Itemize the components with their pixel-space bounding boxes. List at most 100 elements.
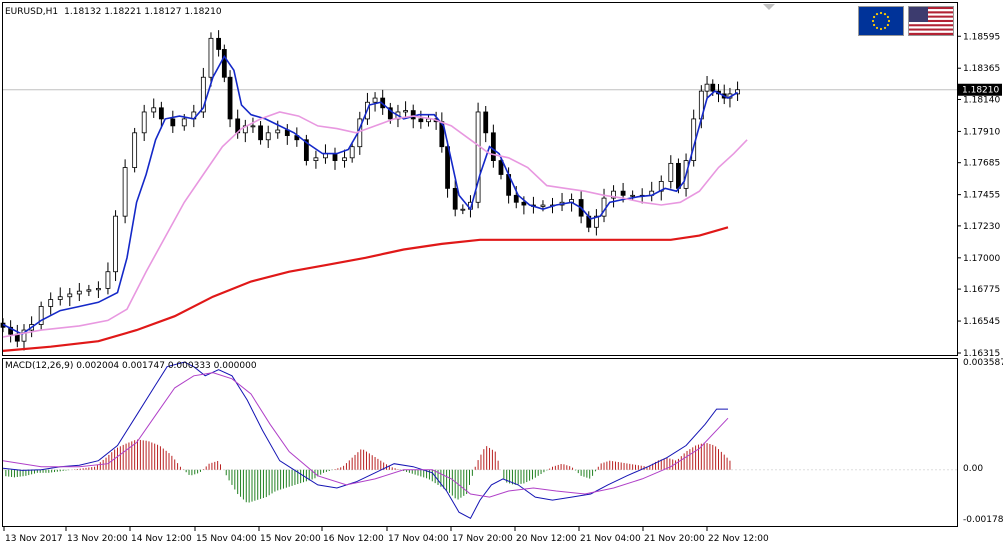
us-flag-icon [908, 6, 954, 36]
candle-bullish [38, 306, 44, 325]
candle-bearish [303, 139, 309, 161]
price-tick-label: 1.17455 [963, 191, 1000, 201]
candle-bullish [141, 111, 147, 134]
candle-bearish [410, 110, 416, 120]
us-stripe [909, 26, 953, 29]
axes-layer: 1.18595 1.18365 1.18140 1.17910 1.17685 1.174… [3, 32, 1003, 544]
eu-star-icon [875, 26, 879, 30]
price-tick-label: 1.18595 [963, 32, 1000, 42]
price-tick-label: 1.16545 [963, 317, 1000, 327]
candle-bullish [181, 118, 187, 127]
candle-bullish [475, 111, 481, 203]
time-tick-label: 16 Nov 12:00 [323, 534, 384, 544]
time-tick-label: 13 Nov 20:00 [67, 534, 128, 544]
candle-bullish [151, 107, 157, 113]
candle-bullish [611, 190, 616, 199]
candle-bullish [403, 110, 408, 113]
macd-line [2, 361, 728, 519]
candle-bullish [275, 129, 281, 134]
candle-bullish [57, 296, 63, 300]
candle-bearish [387, 107, 393, 120]
candle-bearish [221, 49, 227, 78]
candle-bullish [67, 293, 73, 298]
candle-bearish [258, 125, 263, 141]
eu-star-icon [887, 19, 891, 23]
eu-star-icon [883, 12, 887, 16]
candle-bullish [113, 215, 118, 273]
time-tick-label: 22 Nov 12:00 [708, 534, 769, 544]
eu-star-icon [879, 11, 883, 15]
macd-tick-label: 0.00 [963, 464, 983, 474]
macd-panel-border [2, 358, 958, 527]
price-tick-label: 1.17000 [963, 254, 1000, 264]
mid-ma-line [2, 111, 748, 338]
macd-label: MACD(12,26,9) 0.002004 0.001747 0.000333… [5, 361, 257, 371]
chart-symbol-label: EURUSD,H1 [5, 7, 58, 17]
current-price-tag [958, 83, 1002, 96]
time-tick-label: 14 Nov 12:00 [131, 534, 192, 544]
price-panel-border [2, 2, 958, 356]
fast-ma-line [2, 54, 739, 336]
candle-bullish [132, 132, 138, 168]
current-price-label: 1.18210 [962, 86, 999, 96]
dropdown-arrow-icon[interactable] [763, 4, 775, 10]
candle-bearish [170, 118, 176, 127]
us-stripe [909, 28, 953, 31]
macd-tick-label: 0.003587 [963, 358, 1003, 368]
candle-bullish [704, 83, 710, 92]
eu-star-icon [886, 23, 890, 27]
price-tick-label: 1.16315 [963, 349, 1000, 359]
candle-bullish [96, 288, 101, 291]
time-tick-label: 17 Nov 04:00 [388, 534, 449, 544]
us-stripe [909, 22, 953, 25]
time-tick-label: 21 Nov 04:00 [580, 534, 641, 544]
us-stripe [909, 11, 953, 14]
candle-bearish [620, 190, 626, 196]
candle-bearish [8, 326, 14, 335]
time-tick-label: 21 Nov 20:00 [644, 534, 705, 544]
us-stripe [909, 17, 953, 20]
candle-bullish [21, 329, 27, 342]
candle-bullish [593, 215, 599, 228]
candle-bullish [76, 290, 82, 295]
candle-bearish [483, 111, 489, 134]
candle-bearish [498, 160, 504, 175]
symbol-info-text: EURUSD,H1 1.18132 1.18221 1.18127 1.18210 [5, 7, 222, 17]
candle-bullish [349, 146, 355, 159]
candle-bullish [250, 125, 256, 128]
candle-bearish [227, 76, 233, 120]
us-stripe [909, 15, 953, 18]
candle-bullish [122, 167, 128, 217]
candle-bearish [216, 37, 222, 50]
eu-star-icon [872, 15, 876, 19]
candle-bullish [540, 204, 546, 207]
candle-bearish [418, 118, 424, 123]
time-tick-label: 15 Nov 04:00 [196, 534, 257, 544]
candle-bullish [668, 162, 674, 182]
price-tick-label: 1.16775 [963, 285, 1000, 295]
candle-bearish [513, 194, 519, 203]
candle-bearish [710, 83, 716, 92]
price-panel[interactable] [0, 30, 957, 352]
eu-star-icon [872, 23, 876, 27]
candle-bullish [313, 157, 319, 161]
us-stripe [909, 19, 953, 23]
candle-bullish [342, 157, 347, 161]
eu-star-icon [879, 27, 883, 31]
candle-bullish [48, 299, 54, 307]
candle-bearish [676, 162, 681, 189]
eu-star-icon [883, 26, 887, 30]
slow-ma-line [2, 226, 729, 352]
us-stripe [909, 13, 953, 16]
macd-panel[interactable] [2, 361, 957, 519]
time-tick-label: 20 Nov 12:00 [516, 534, 577, 544]
candle-bullish [735, 89, 740, 95]
candle-bearish [521, 201, 527, 206]
eu-flag-icon [858, 6, 904, 36]
us-stripe [909, 24, 953, 27]
candle-bullish [372, 97, 378, 103]
macd-tick-label: -0.001788 [963, 515, 1003, 525]
eu-stars-icon [871, 11, 891, 31]
